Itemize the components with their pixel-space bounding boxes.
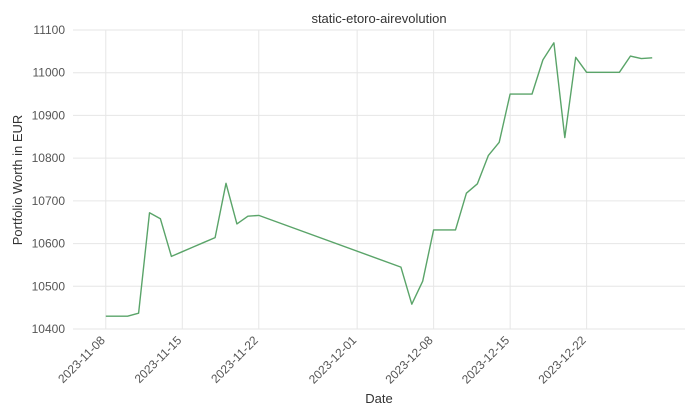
series-line	[105, 42, 653, 317]
y-tick-label: 10400	[32, 322, 66, 336]
y-tick-label: 10500	[32, 279, 66, 293]
series-layer	[105, 42, 653, 317]
y-tick-label: 10800	[32, 151, 66, 165]
x-tick-label: 2023-12-22	[535, 333, 589, 387]
y-tick-label: 11100	[33, 23, 65, 37]
x-axis-label: Date	[365, 391, 392, 406]
y-tick-label: 10600	[32, 237, 66, 251]
x-tick-label: 2023-12-08	[382, 333, 436, 387]
y-axis-label: Portfolio Worth in EUR	[10, 115, 25, 246]
x-tick-label: 2023-12-01	[306, 333, 360, 387]
grid	[73, 29, 685, 330]
chart-title: static-etoro-airevolution	[311, 11, 446, 26]
x-tick-label: 2023-11-22	[208, 333, 261, 386]
x-tick-label: 2023-11-08	[55, 333, 108, 386]
y-tick-label: 10700	[32, 194, 66, 208]
y-tick-label: 10900	[32, 108, 66, 122]
x-tick-label: 2023-11-15	[132, 333, 185, 386]
y-tick-label: 11000	[33, 66, 66, 80]
x-tick-label: 2023-12-15	[459, 333, 513, 387]
x-axis-ticks: 2023-11-08 2023-11-15 2023-11-22 2023-12-01…	[55, 333, 589, 387]
y-axis-ticks: 10400 10500 10600 10700 10800 10900 11000 11100	[32, 23, 66, 336]
